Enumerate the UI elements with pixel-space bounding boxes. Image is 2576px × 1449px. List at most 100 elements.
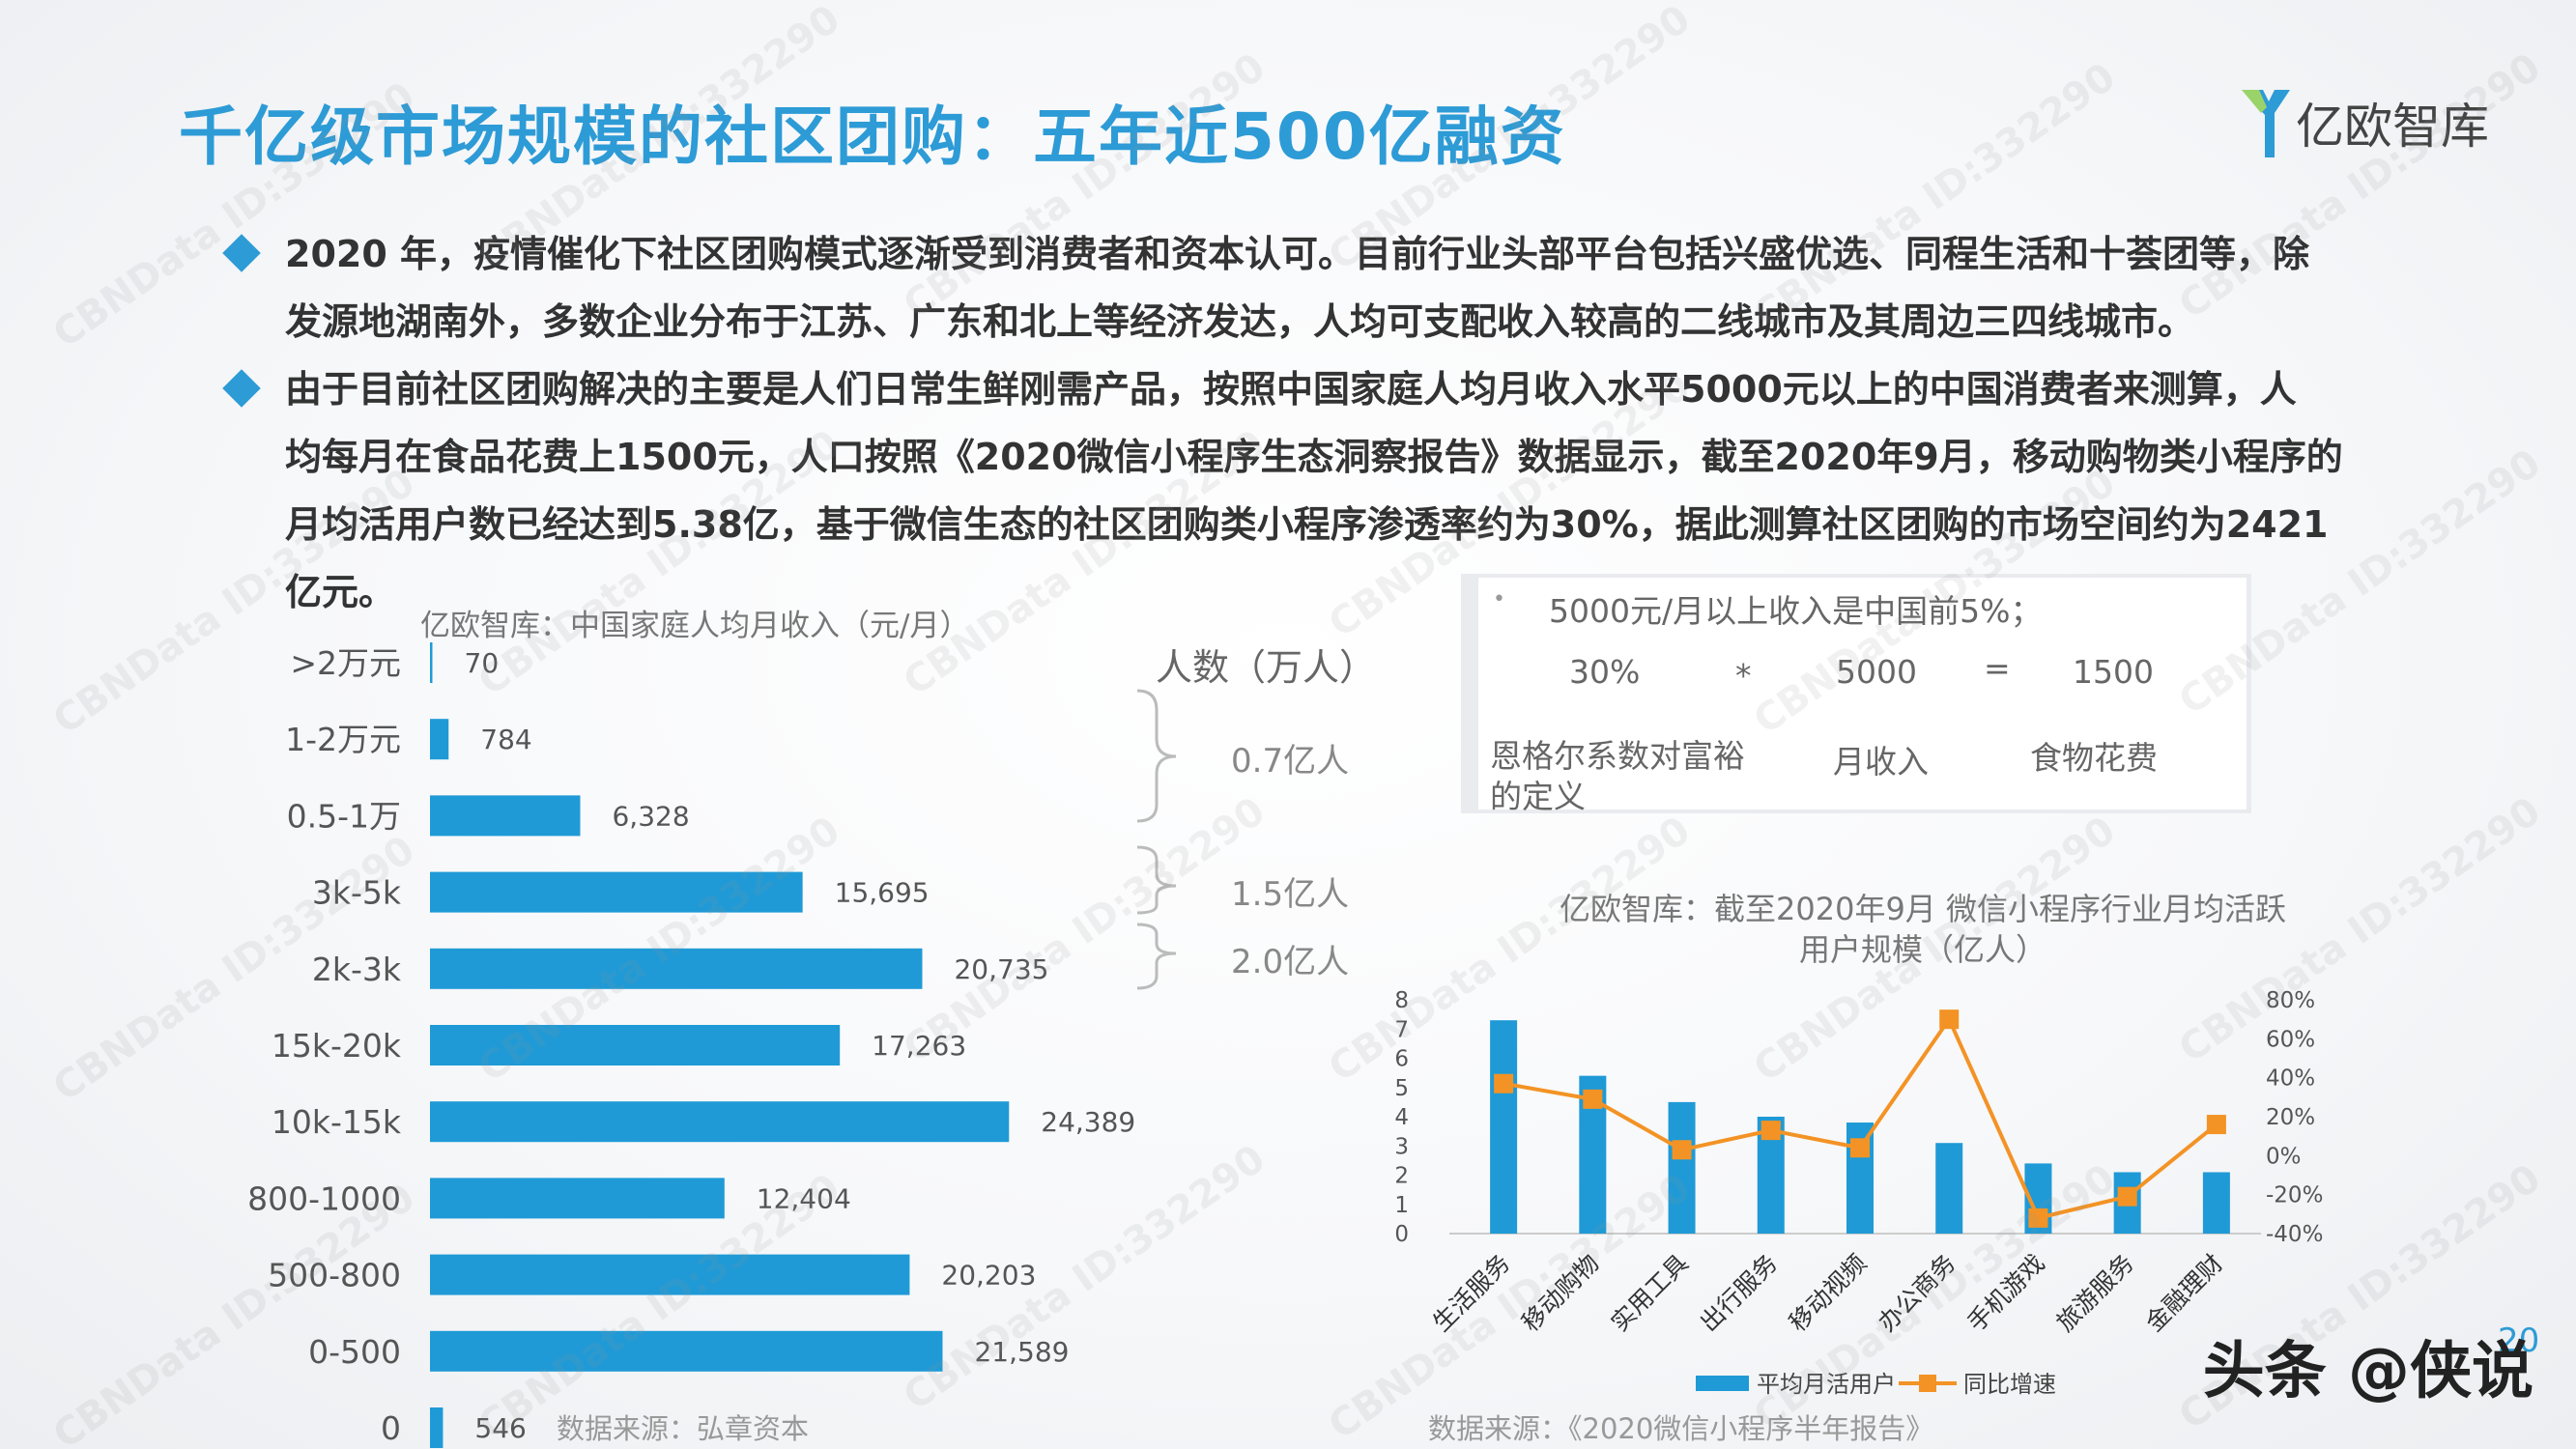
category-label: 0.5-1万 <box>287 797 401 835</box>
growth-point <box>1494 1073 1514 1094</box>
population-label: 1.5亿人 <box>1231 875 1350 914</box>
bar <box>430 948 923 989</box>
brand-logo: 亿欧智库 <box>2240 79 2489 166</box>
formula-label: 食物花费 <box>2030 739 2158 777</box>
bar <box>430 1407 444 1448</box>
bar <box>430 1254 910 1295</box>
legend-line-marker <box>1919 1375 1936 1392</box>
bullet-diamond-icon <box>222 234 261 272</box>
category-label: 1-2万元 <box>285 721 401 758</box>
growth-point <box>1583 1089 1603 1109</box>
y-right-tick: 60% <box>2266 1027 2315 1052</box>
formula-label: 月收入 <box>1833 743 1929 781</box>
brace-shape <box>1136 923 1177 990</box>
bullet-diamond-icon <box>222 369 261 408</box>
y-left-tick: 5 <box>1394 1076 1409 1101</box>
miniprogram-chart-source: 数据来源：《2020微信小程序半年报告》 <box>1428 1412 1934 1445</box>
category-label: >2万元 <box>290 644 401 682</box>
footer-brand: 头条 @侠说 <box>2202 1336 2533 1407</box>
brace-group <box>1136 689 1177 990</box>
brace-shape <box>1136 845 1177 915</box>
category-label: 0 <box>381 1409 401 1447</box>
value-label: 21,589 <box>974 1336 1069 1368</box>
y-right-tick: -20% <box>2266 1183 2323 1208</box>
yiou-logo-icon <box>2242 90 2290 157</box>
formula-value: 5000 <box>1836 653 1917 691</box>
y-left-tick: 7 <box>1394 1017 1409 1042</box>
y-right-tick: 0% <box>2266 1144 2302 1169</box>
value-label: 20,203 <box>941 1260 1036 1292</box>
bar <box>430 1330 943 1372</box>
bar <box>430 871 803 913</box>
growth-point <box>1672 1140 1692 1160</box>
income-chart-title: 亿欧智库：中国家庭人均月收入（元/月） <box>420 609 970 643</box>
growth-point <box>2028 1208 2048 1228</box>
formula-note: 5000元/月以上收入是中国前5%； <box>1549 592 2043 630</box>
legend-label: 平均月活用户 <box>1757 1371 1896 1398</box>
population-label: 0.7亿人 <box>1231 742 1350 781</box>
growth-point <box>2206 1115 2226 1135</box>
value-label: 784 <box>480 724 531 755</box>
y-left-tick: 4 <box>1394 1105 1409 1130</box>
bullet-line: 2020 年，疫情催化下社区团购模式逐渐受到消费者和资本认可。目前行业头部平台包… <box>285 233 2309 275</box>
bar <box>430 642 433 683</box>
bullet-2: 由于目前社区团购解决的主要是人们日常生鲜刚需产品，按照中国家庭人均月收入水平50… <box>285 355 2488 626</box>
y-right-tick: 20% <box>2266 1105 2315 1130</box>
legend-label: 同比增速 <box>1963 1371 2056 1398</box>
formula-bullet-dot: • <box>1493 587 1505 611</box>
category-label: 移动购物 <box>1516 1249 1604 1337</box>
category-label: 2k-3k <box>312 951 402 988</box>
legend-bar-swatch <box>1696 1376 1749 1391</box>
category-label: 生活服务 <box>1427 1249 1515 1337</box>
bar <box>2202 1172 2230 1234</box>
y-right-tick: -40% <box>2266 1222 2323 1247</box>
miniprogram-chart-title: 亿欧智库：截至2020年9月 微信小程序行业月均活跃用户规模（亿人） <box>1560 891 2286 968</box>
category-label: 800-1000 <box>247 1179 401 1217</box>
population-header: 人数（万人） <box>1156 646 1377 689</box>
value-label: 6,328 <box>612 800 689 832</box>
category-label: 0-500 <box>308 1333 401 1371</box>
y-left-tick: 0 <box>1394 1222 1409 1247</box>
income-chart-source: 数据来源：弘章资本 <box>557 1412 810 1445</box>
logo-text: 亿欧智库 <box>2296 99 2489 155</box>
value-label: 17,263 <box>872 1030 966 1062</box>
bar <box>1935 1143 1963 1234</box>
category-label: 办公商务 <box>1873 1249 1961 1337</box>
category-label: 15k-20k <box>272 1027 402 1065</box>
y-left-tick: 3 <box>1394 1134 1409 1159</box>
formula-value: 30% <box>1569 653 1641 691</box>
growth-point <box>1850 1138 1870 1158</box>
bar <box>1668 1101 1696 1234</box>
category-label: 实用工具 <box>1606 1249 1694 1337</box>
growth-point <box>1939 1009 1960 1030</box>
bar <box>430 1178 725 1219</box>
bullet-line: 发源地湖南外，多数企业分布于江苏、广东和北上等经济发达，人均可支配收入较高的二线… <box>285 300 2195 343</box>
y-left-tick: 1 <box>1394 1193 1409 1218</box>
value-label: 15,695 <box>835 877 930 909</box>
income-bar-chart: >2万元 70 1-2万元 784 0.5-1万 6,328 3k-5k 15,695 2k-3… <box>247 642 1135 1448</box>
miniprogram-combo-chart: 0 1 2 3 4 5 6 7 8 -40% -20% 0% 20% 40% 60% 80% 生活服务 移动购物实… <box>1394 988 2323 1398</box>
value-label: 24,389 <box>1041 1106 1135 1138</box>
y-right-tick: 40% <box>2266 1066 2315 1092</box>
formula-operator: = <box>1984 649 2011 687</box>
category-label: 移动视频 <box>1784 1249 1872 1337</box>
formula-value: 1500 <box>2073 653 2154 691</box>
growth-point <box>2117 1186 2137 1207</box>
category-label: 10k-15k <box>272 1103 402 1141</box>
value-label: 546 <box>474 1412 526 1444</box>
y-right-tick: 80% <box>2266 988 2315 1013</box>
formula-label: 恩格尔系数对富裕的定义 <box>1490 737 1745 815</box>
category-label: 出行服务 <box>1695 1249 1783 1337</box>
bullet-1: 2020 年，疫情催化下社区团购模式逐渐受到消费者和资本认可。目前行业头部平台包… <box>285 220 2488 355</box>
page-title: 千亿级市场规模的社区团购：五年近500亿融资 <box>179 99 1566 174</box>
y-left-tick: 2 <box>1394 1164 1409 1189</box>
value-label: 70 <box>465 647 500 679</box>
page-number: 20 <box>2498 1321 2540 1360</box>
bullet-line: 由于目前社区团购解决的主要是人们日常生鲜刚需产品，按照中国家庭人均月收入水平50… <box>285 368 2297 411</box>
bullet-line: 亿元。 <box>285 571 396 613</box>
bar <box>1490 1020 1518 1234</box>
y-left-tick: 8 <box>1394 988 1409 1013</box>
formula-panel <box>1478 578 2247 810</box>
category-label: 旅游服务 <box>2051 1249 2139 1337</box>
category-label: 500-800 <box>268 1257 401 1294</box>
